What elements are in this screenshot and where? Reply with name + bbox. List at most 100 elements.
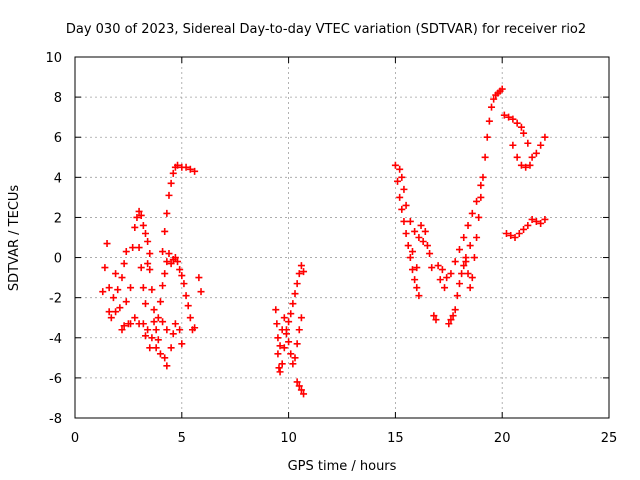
data-point	[464, 270, 472, 278]
data-point	[470, 254, 478, 262]
data-point	[176, 326, 184, 334]
data-point	[505, 113, 513, 121]
data-point	[135, 207, 143, 215]
data-point	[131, 314, 139, 322]
data-point	[289, 300, 297, 308]
data-point	[432, 316, 440, 324]
data-point	[280, 344, 288, 352]
data-point	[191, 167, 199, 175]
data-point	[163, 209, 171, 217]
data-point	[402, 201, 410, 209]
data-point	[118, 326, 126, 334]
y-tick-label: -6	[49, 372, 62, 387]
data-point	[464, 221, 472, 229]
data-point	[453, 292, 461, 300]
data-point	[398, 205, 406, 213]
data-point	[455, 280, 463, 288]
data-point	[131, 223, 139, 231]
data-point	[460, 234, 468, 241]
y-tick-label: -4	[49, 332, 62, 347]
data-point	[191, 324, 199, 332]
y-tick-label: 4	[54, 171, 62, 186]
data-point	[449, 312, 457, 320]
data-point	[275, 364, 283, 372]
y-tick-label: 2	[54, 211, 62, 226]
data-point	[509, 115, 517, 123]
data-point	[396, 165, 404, 173]
x-tick-label: 0	[71, 431, 79, 446]
data-point	[415, 292, 423, 300]
data-point	[297, 262, 305, 270]
data-point	[293, 280, 301, 288]
data-point	[490, 95, 498, 103]
data-point	[509, 141, 517, 149]
data-point	[438, 266, 446, 274]
data-point	[178, 340, 186, 348]
data-point	[475, 213, 483, 221]
data-point	[434, 262, 442, 270]
data-point	[295, 382, 303, 390]
data-point	[426, 250, 434, 258]
data-point	[451, 306, 459, 314]
data-point	[101, 264, 109, 272]
data-point	[169, 330, 177, 338]
data-point	[165, 250, 173, 258]
data-point	[488, 103, 496, 111]
data-point	[477, 193, 485, 201]
data-point	[473, 197, 481, 205]
data-point	[127, 320, 135, 328]
series-3	[391, 85, 549, 328]
data-point	[167, 260, 175, 268]
data-point	[109, 294, 117, 302]
data-point	[485, 117, 493, 125]
data-point	[152, 326, 160, 334]
data-point	[411, 227, 419, 235]
data-point	[402, 229, 410, 237]
data-point	[186, 314, 194, 322]
data-point	[161, 270, 169, 278]
data-point	[139, 221, 147, 229]
data-point	[517, 123, 525, 131]
data-point	[443, 274, 451, 282]
data-point	[498, 85, 506, 93]
data-point	[466, 242, 474, 250]
data-point	[105, 284, 113, 292]
y-tick-label: 6	[54, 131, 62, 146]
data-point	[520, 129, 528, 137]
data-point	[413, 284, 421, 292]
x-tick-label: 5	[178, 431, 186, 446]
data-point	[154, 314, 162, 322]
data-point	[195, 274, 203, 282]
data-point	[135, 244, 143, 252]
series-2	[272, 262, 308, 398]
data-point	[197, 288, 205, 296]
data-point	[116, 304, 124, 312]
data-point	[293, 378, 301, 386]
data-point	[144, 326, 152, 334]
data-point	[423, 242, 431, 250]
data-point	[163, 258, 171, 266]
data-point	[137, 264, 145, 272]
data-point	[289, 360, 297, 368]
data-point	[184, 302, 192, 310]
data-point	[112, 270, 120, 278]
data-point	[507, 231, 515, 239]
data-point	[291, 354, 299, 362]
data-point	[278, 326, 286, 334]
data-point	[120, 322, 128, 330]
data-point	[436, 276, 444, 284]
data-point	[287, 310, 295, 318]
data-point	[500, 111, 508, 119]
data-point	[273, 320, 281, 328]
data-point	[274, 350, 282, 358]
chart-title: Day 030 of 2023, Sidereal Day-to-day VTE…	[66, 22, 586, 37]
data-point	[167, 344, 175, 352]
data-point	[300, 390, 308, 398]
data-point	[528, 153, 536, 161]
data-point	[441, 284, 449, 292]
series-1	[99, 161, 205, 370]
data-point	[477, 181, 485, 189]
x-tick-label: 15	[387, 431, 404, 446]
x-axis-label: GPS time / hours	[288, 459, 397, 474]
data-point	[532, 217, 540, 225]
